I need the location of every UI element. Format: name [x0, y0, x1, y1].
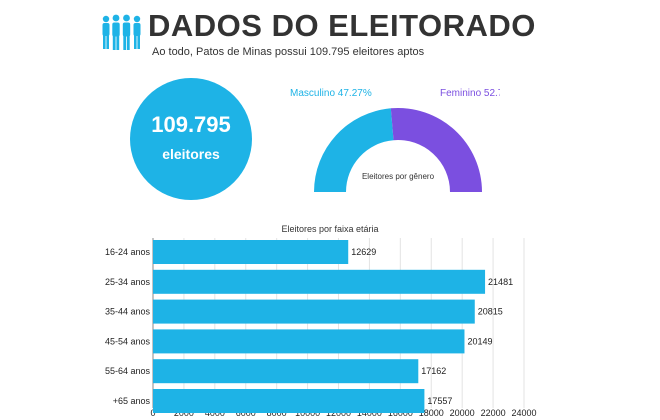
age-chart-title: Eleitores por faixa etária — [281, 224, 378, 234]
value-label-1: 21481 — [488, 277, 513, 287]
x-tick-label-10: 20000 — [450, 408, 475, 418]
age-bar-chart: Eleitores por faixa etária02000400060008… — [105, 224, 537, 418]
total-voters-label: eleitores — [162, 146, 220, 162]
category-label-3: 45-54 anos — [105, 336, 151, 346]
gender-label-0: Masculino 47.27% — [290, 88, 372, 99]
people-group-icon — [102, 14, 141, 50]
bar-3 — [153, 329, 465, 354]
value-label-3: 20149 — [467, 336, 492, 346]
bar-2 — [153, 299, 475, 324]
value-label-2: 20815 — [478, 307, 503, 317]
value-label-4: 17162 — [421, 366, 446, 376]
x-tick-label-12: 24000 — [511, 408, 536, 418]
category-label-4: 55-64 anos — [105, 366, 151, 376]
total-voters-circle: 109.795 eleitores — [130, 78, 252, 200]
bar-4 — [153, 359, 419, 384]
gender-chart-title: Eleitores por gênero — [362, 172, 435, 181]
category-label-5: +65 anos — [113, 396, 151, 406]
gender-half-donut-chart: Masculino 47.27% Feminino 52.73% Eleitores… — [290, 88, 500, 192]
x-tick-label-9: 18000 — [419, 408, 444, 418]
gender-slice-0 — [314, 108, 394, 192]
category-label-0: 16-24 anos — [105, 247, 151, 257]
bar-1 — [153, 269, 486, 294]
x-tick-label-11: 22000 — [481, 408, 506, 418]
value-label-5: 17557 — [427, 396, 452, 406]
page-title: DADOS DO ELEITORADO — [148, 8, 536, 43]
bar-0 — [153, 240, 349, 264]
category-label-2: 35-44 anos — [105, 307, 151, 317]
total-voters-value: 109.795 — [151, 112, 231, 137]
gender-slice-1 — [390, 108, 482, 192]
gender-label-1: Feminino 52.73% — [440, 88, 500, 99]
page-subtitle: Ao todo, Patos de Minas possui 109.795 e… — [152, 46, 425, 58]
value-label-0: 12629 — [351, 247, 376, 257]
bar-5 — [153, 389, 425, 413]
category-label-1: 25-34 anos — [105, 277, 151, 287]
